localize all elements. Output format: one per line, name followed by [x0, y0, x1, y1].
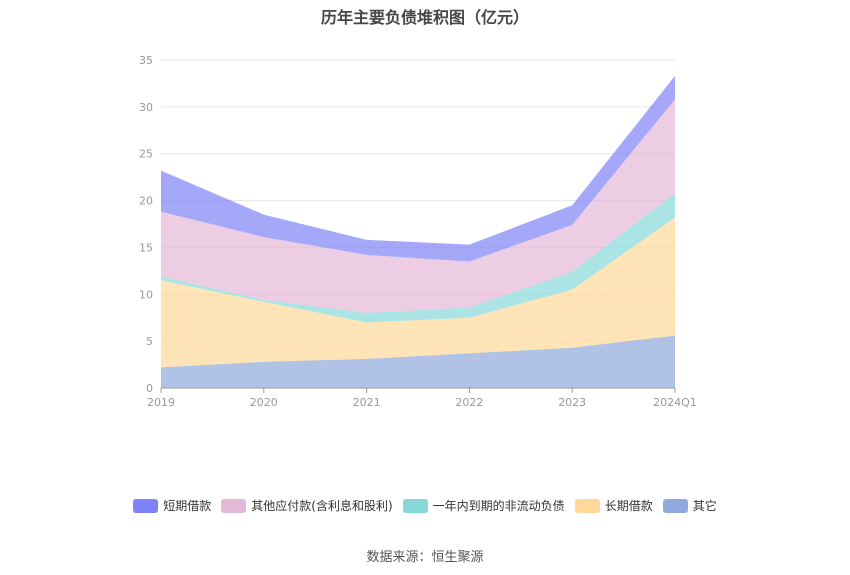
x-tick-label: 2020: [250, 396, 278, 409]
legend-swatch: [574, 498, 600, 513]
y-tick-label: 25: [139, 148, 153, 161]
y-tick-label: 0: [146, 382, 153, 395]
legend-swatch: [662, 498, 688, 513]
legend: 短期借款 其他应付款(含利息和股利) 一年内到期的非流动负债 长期借款 其它: [0, 497, 850, 514]
y-tick-label: 10: [139, 288, 153, 301]
chart-title: 历年主要负债堆积图（亿元）: [320, 8, 529, 27]
y-tick-label: 35: [139, 54, 153, 67]
area-series: [161, 75, 675, 388]
area-一年内到期的非流动负债: [161, 193, 675, 323]
x-tick-label: 2023: [558, 396, 586, 409]
y-tick-label: 20: [139, 195, 153, 208]
area-长期借款: [161, 217, 675, 368]
y-tick-label: 30: [139, 101, 153, 114]
data-source-note: 数据来源：恒生聚源: [366, 550, 484, 565]
legend-swatch: [221, 498, 247, 513]
area-其它: [161, 335, 675, 388]
x-tick-label: 2019: [147, 396, 175, 409]
legend-label: 其它: [692, 499, 717, 513]
legend-item[interactable]: 其它: [662, 497, 717, 514]
y-tick-label: 5: [146, 335, 153, 348]
x-tick-label: 2024Q1: [653, 396, 697, 409]
legend-label: 短期借款: [163, 499, 212, 513]
legend-label: 其他应付款(含利息和股利): [251, 499, 393, 513]
x-tick-label: 2022: [455, 396, 483, 409]
axes: 0 5 10 15 20 25 30 35 2019 2020 2021 2022 2023 2024Q1: [139, 54, 697, 409]
legend-item[interactable]: 一年内到期的非流动负债: [402, 497, 565, 514]
legend-swatch: [402, 498, 428, 513]
legend-swatch: [133, 498, 159, 513]
x-tick-label: 2021: [353, 396, 381, 409]
legend-item[interactable]: 长期借款: [574, 497, 653, 514]
legend-label: 一年内到期的非流动负债: [432, 499, 565, 513]
legend-item[interactable]: 短期借款: [133, 497, 211, 514]
y-tick-label: 15: [139, 241, 153, 254]
legend-label: 长期借款: [604, 499, 653, 513]
legend-item[interactable]: 其他应付款(含利息和股利): [221, 497, 393, 514]
area-其他应付款(含利息和股利): [161, 99, 675, 314]
